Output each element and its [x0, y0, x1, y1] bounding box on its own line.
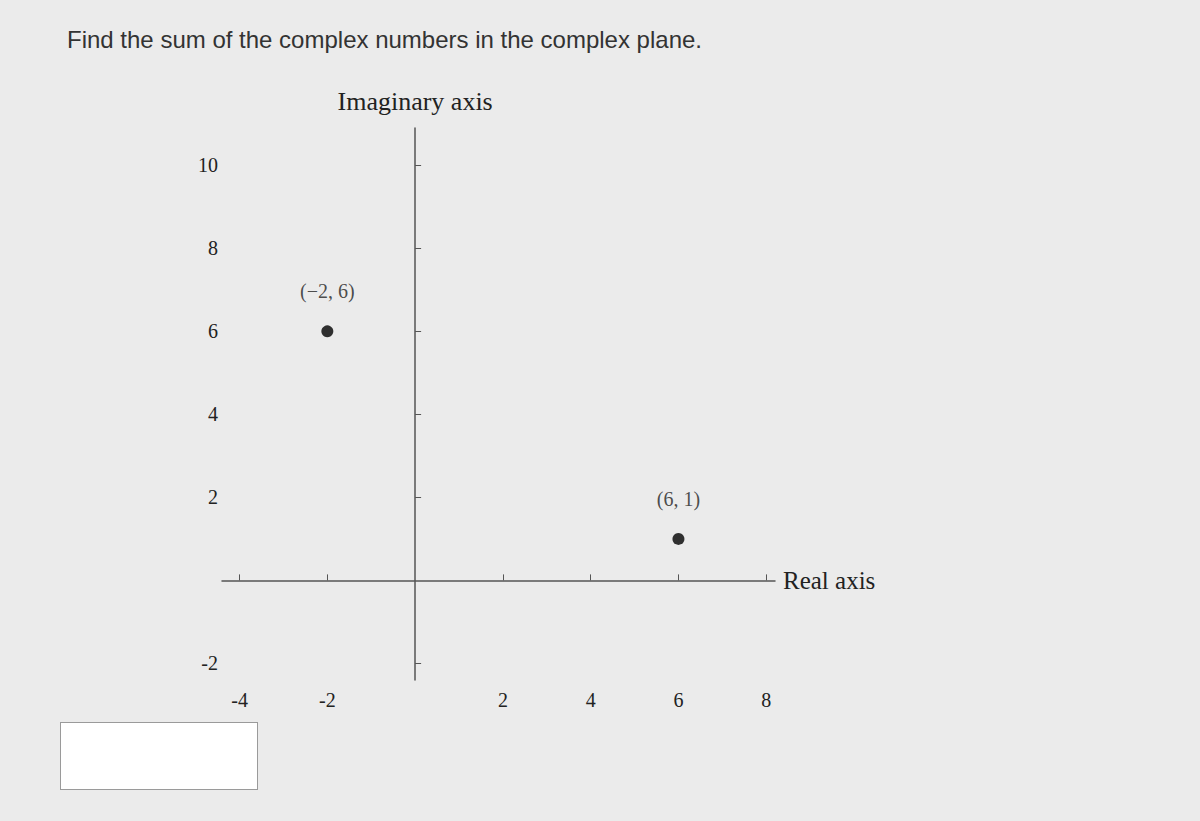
- svg-text:6: 6: [208, 320, 218, 342]
- svg-text:-2: -2: [319, 689, 336, 711]
- svg-text:6: 6: [673, 689, 683, 711]
- svg-text:2: 2: [208, 486, 218, 508]
- svg-text:(6, 1): (6, 1): [657, 488, 700, 511]
- svg-text:4: 4: [586, 689, 596, 711]
- svg-text:10: 10: [198, 154, 218, 176]
- svg-text:Real axis: Real axis: [783, 567, 875, 594]
- svg-text:-2: -2: [201, 652, 218, 674]
- svg-text:Find the sum of the complex nu: Find the sum of the complex numbers in t…: [67, 26, 702, 53]
- svg-text:2: 2: [498, 689, 508, 711]
- svg-text:(−2, 6): (−2, 6): [300, 280, 355, 303]
- svg-text:-4: -4: [231, 689, 248, 711]
- svg-text:4: 4: [208, 403, 218, 425]
- svg-text:8: 8: [208, 237, 218, 259]
- svg-text:Imaginary axis: Imaginary axis: [337, 87, 492, 116]
- svg-text:8: 8: [761, 689, 771, 711]
